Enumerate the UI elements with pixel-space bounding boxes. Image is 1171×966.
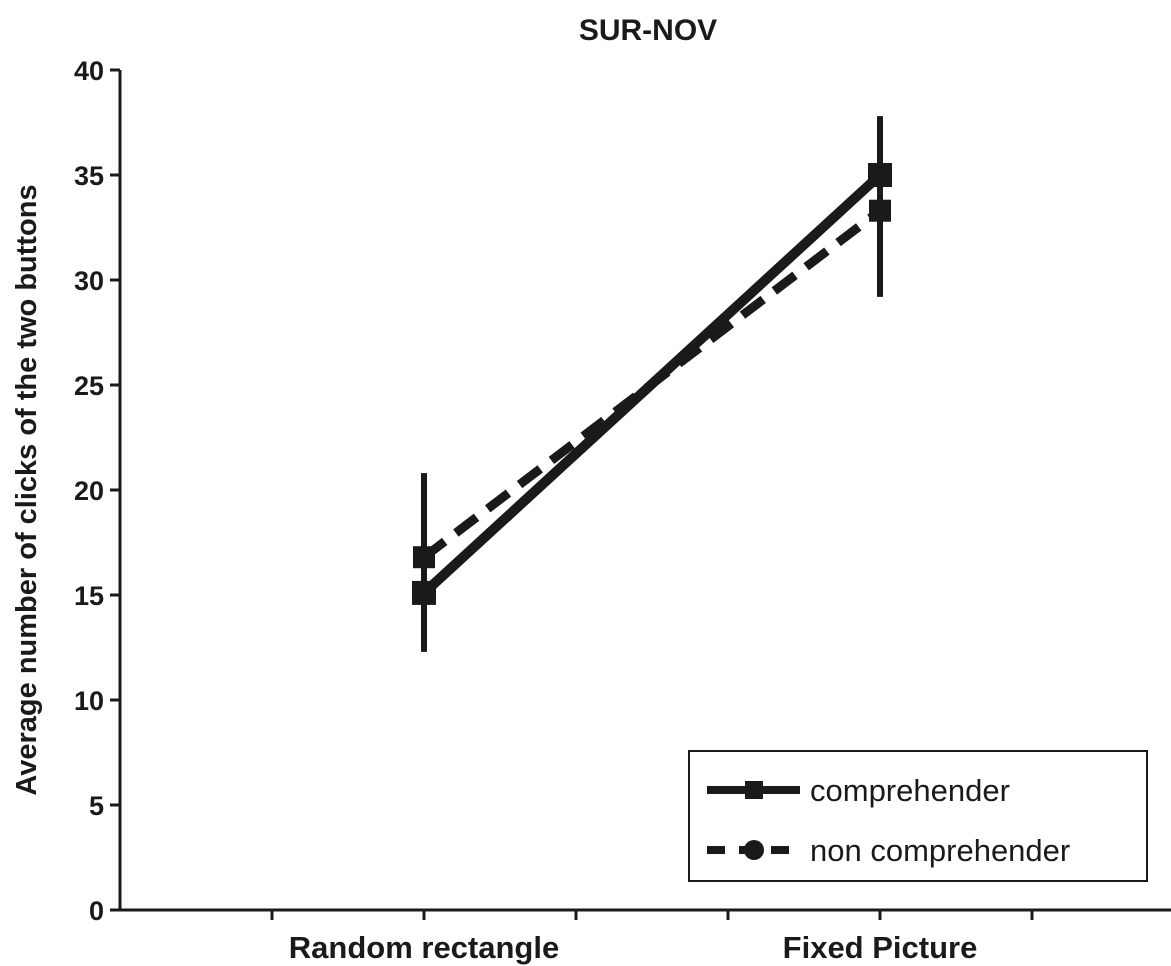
y-tick-label: 25: [74, 371, 104, 401]
data-point-marker: [413, 546, 435, 569]
x-category-label: Fixed Picture: [783, 930, 978, 965]
data-point-marker: [869, 199, 891, 222]
legend: comprehender non comprehender: [688, 750, 1148, 882]
y-ticks: 0 5 10 15 20 25 30 35 40: [74, 56, 120, 926]
x-category-label: Random rectangle: [289, 930, 559, 965]
x-ticks: Random rectangle Fixed Picture: [270, 910, 1034, 965]
y-tick-label: 10: [74, 686, 104, 716]
legend-marker: [745, 781, 763, 799]
legend-box: [688, 750, 1148, 882]
legend-marker: [744, 840, 764, 860]
chart-title: SUR-NOV: [579, 14, 717, 47]
y-tick-label: 5: [89, 791, 104, 821]
y-tick-label: 30: [74, 266, 104, 296]
y-axis-label: Average number of clicks of the two butt…: [11, 184, 43, 795]
y-tick-label: 20: [74, 476, 104, 506]
y-tick-label: 40: [74, 56, 104, 86]
y-tick-label: 15: [74, 581, 104, 611]
y-tick-label: 0: [89, 896, 104, 926]
y-tick-label: 35: [74, 161, 104, 191]
series-non-comprehender: [413, 116, 891, 652]
plot-area: [412, 116, 892, 652]
legend-label: comprehender: [810, 773, 1010, 808]
legend-label: non comprehender: [810, 833, 1070, 868]
series-line: [421, 207, 883, 561]
